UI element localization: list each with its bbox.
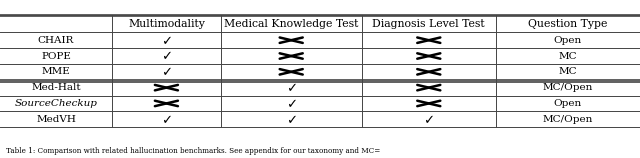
Text: Question Type: Question Type	[528, 19, 608, 29]
Text: $\checkmark$: $\checkmark$	[424, 113, 434, 126]
Text: $\checkmark$: $\checkmark$	[161, 113, 172, 126]
Text: Diagnosis Level Test: Diagnosis Level Test	[372, 19, 485, 29]
Text: Med-Halt: Med-Halt	[31, 83, 81, 92]
Text: Multimodality: Multimodality	[128, 19, 205, 29]
Text: POPE: POPE	[41, 52, 71, 61]
Text: Open: Open	[554, 99, 582, 108]
Text: MC/Open: MC/Open	[543, 83, 593, 92]
Text: Open: Open	[554, 36, 582, 45]
Text: $\checkmark$: $\checkmark$	[161, 65, 172, 78]
Text: Medical Knowledge Test: Medical Knowledge Test	[224, 19, 358, 29]
Text: MME: MME	[42, 67, 70, 76]
Text: $\checkmark$: $\checkmark$	[286, 97, 296, 110]
Text: CHAIR: CHAIR	[38, 36, 74, 45]
Text: $\checkmark$: $\checkmark$	[286, 113, 296, 126]
Text: $\checkmark$: $\checkmark$	[161, 49, 172, 63]
Text: MC: MC	[559, 52, 577, 61]
Text: MC/Open: MC/Open	[543, 115, 593, 124]
Text: MedVH: MedVH	[36, 115, 76, 124]
Text: Table 1: Comparison with related hallucination benchmarks. See appendix for our : Table 1: Comparison with related halluci…	[6, 147, 381, 155]
Text: $\checkmark$: $\checkmark$	[161, 34, 172, 47]
Text: MC: MC	[559, 67, 577, 76]
Text: SourceCheckup: SourceCheckup	[15, 99, 97, 108]
Text: $\checkmark$: $\checkmark$	[286, 81, 296, 94]
